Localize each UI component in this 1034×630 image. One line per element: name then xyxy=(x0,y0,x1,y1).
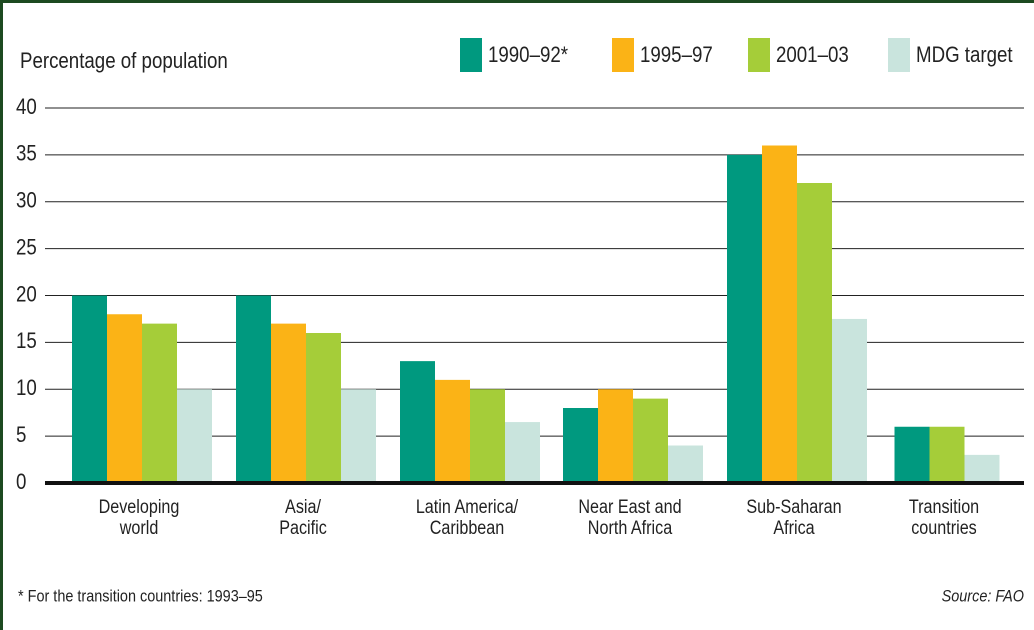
bar xyxy=(470,389,505,483)
legend-swatch xyxy=(748,38,770,72)
footnote: * For the transition countries: 1993–95 xyxy=(18,587,263,605)
x-tick-label: Latin America/ Caribbean xyxy=(415,497,519,539)
bar xyxy=(72,295,107,483)
bar xyxy=(727,154,762,483)
bar xyxy=(598,389,633,483)
bar xyxy=(668,445,703,483)
x-tick-label: Asia/ Pacific xyxy=(279,497,327,539)
bar xyxy=(435,379,470,483)
y-tick-label: 20 xyxy=(16,283,37,307)
y-tick-label: 5 xyxy=(16,424,26,448)
y-tick-label: 35 xyxy=(16,142,37,166)
legend-swatch xyxy=(888,38,910,72)
bar xyxy=(142,323,177,483)
x-tick-label: Transition countries xyxy=(908,497,980,539)
x-tick-label: Near East and North Africa xyxy=(578,497,682,539)
legend-label: 1995–97 xyxy=(640,43,713,67)
bar xyxy=(964,454,1000,483)
bar xyxy=(107,314,142,483)
legend-label: MDG target xyxy=(916,43,1013,67)
bar xyxy=(797,183,832,483)
y-tick-label: 10 xyxy=(16,377,37,401)
y-tick-label: 0 xyxy=(16,470,26,494)
y-tick-label: 25 xyxy=(16,236,37,260)
bar xyxy=(177,389,212,483)
bar xyxy=(563,408,598,483)
bar xyxy=(762,145,797,483)
legend-swatch xyxy=(460,38,482,72)
y-tick-label: 30 xyxy=(16,189,37,213)
y-tick-label: 15 xyxy=(16,330,37,354)
y-tick-label: 40 xyxy=(16,95,37,119)
y-axis-label: Percentage of population xyxy=(20,49,228,73)
x-tick-label: Developing world xyxy=(98,497,180,539)
legend-label: 1990–92* xyxy=(488,43,568,67)
bar xyxy=(271,323,306,483)
bar xyxy=(929,426,965,483)
bar xyxy=(894,426,930,483)
bar xyxy=(341,389,376,483)
legend-swatch xyxy=(612,38,634,72)
bar xyxy=(633,398,668,483)
bar xyxy=(832,318,867,483)
bar xyxy=(505,422,540,483)
legend-label: 2001–03 xyxy=(776,43,849,67)
bar xyxy=(306,333,341,483)
source: Source: FAO xyxy=(942,587,1024,605)
bar xyxy=(400,361,435,483)
x-tick-label: Sub-Saharan Africa xyxy=(746,497,842,539)
bar xyxy=(236,295,271,483)
